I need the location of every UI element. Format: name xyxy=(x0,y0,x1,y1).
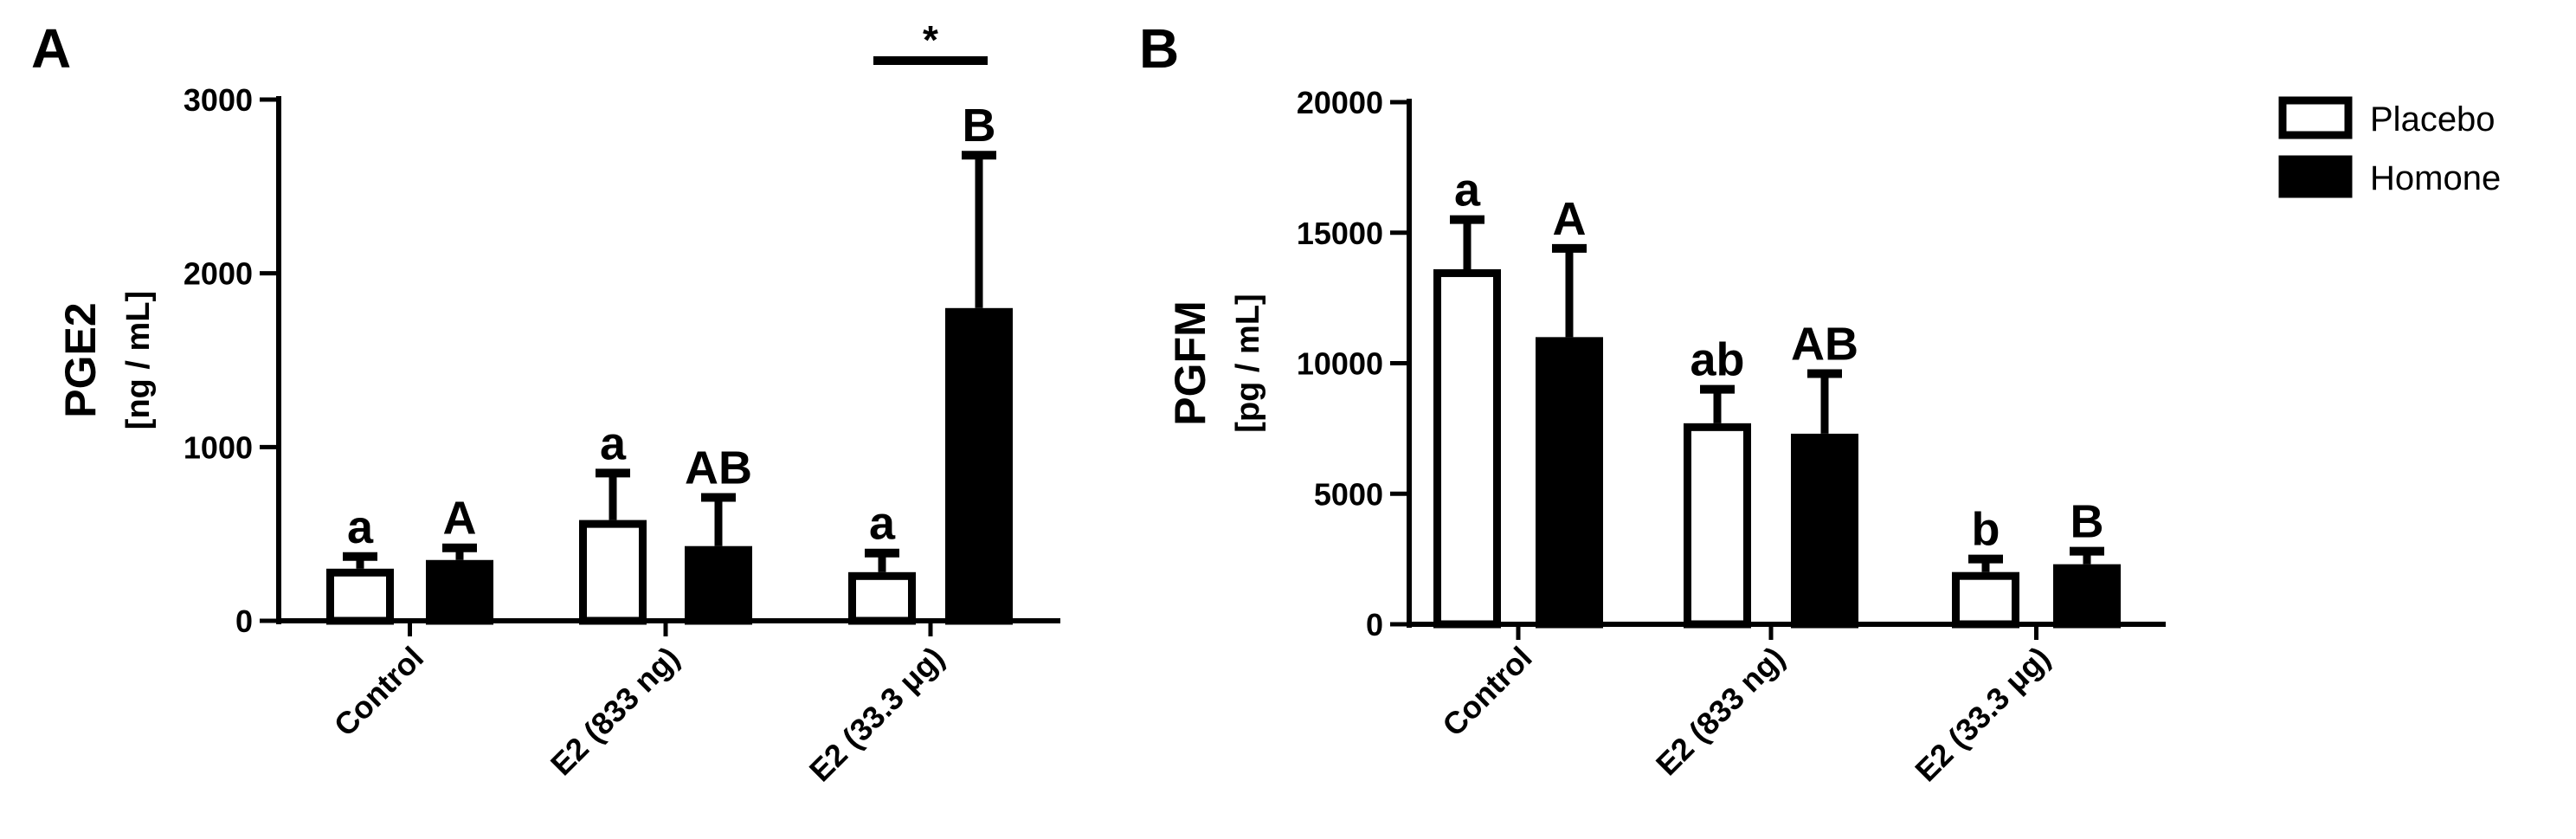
significance-letter: B xyxy=(963,100,996,152)
significance-letter: AB xyxy=(1791,319,1858,371)
legend: Placebo Homone xyxy=(2278,96,2501,198)
bar-placebo xyxy=(1684,423,1751,629)
bar-hormone xyxy=(2053,564,2121,629)
bar-placebo xyxy=(1952,571,2019,629)
bar-hormone xyxy=(685,545,752,625)
legend-swatch-placebo xyxy=(2278,96,2353,139)
category-label: E2 (833 ng) xyxy=(1649,640,1792,783)
category-label: E2 (33.3 μg) xyxy=(1908,640,2057,789)
category-label: Control xyxy=(327,640,430,743)
significance-letter: a xyxy=(600,417,627,469)
panel-a-yunit: [ng / mL] xyxy=(120,291,157,429)
y-tick-label: 15000 xyxy=(1297,216,1383,251)
bar-hormone xyxy=(945,307,1013,625)
panel-b: Ba ab b A AB B 0 5000 10000 15000 20000 PGFM [pg / m… xyxy=(1139,17,2166,789)
y-tick-label: 3000 xyxy=(184,82,253,118)
legend-swatch-hormone xyxy=(2278,155,2353,198)
significance-letter: a xyxy=(347,501,374,553)
significance-letter: a xyxy=(869,498,896,550)
y-tick-label: 0 xyxy=(1366,607,1383,642)
y-tick-label: 2000 xyxy=(184,256,253,292)
significance-letter: AB xyxy=(685,442,752,494)
significance-letter: ab xyxy=(1690,334,1744,386)
panel-a: Aa a a A AB B * 0 1000 2000 3000 PGE2 [ng / mL] Contr… xyxy=(31,17,1060,789)
significance-letter: a xyxy=(1454,165,1481,216)
y-tick-label: 10000 xyxy=(1297,346,1383,382)
y-tick-label: 1000 xyxy=(184,429,253,465)
panel-b-yunit: [pg / mL] xyxy=(1230,294,1266,432)
panel-a-letter: A xyxy=(31,17,71,80)
bar-hormone xyxy=(1536,337,1603,629)
category-label: E2 (833 ng) xyxy=(544,640,686,783)
category-label: Control xyxy=(1435,640,1538,743)
bar-hormone xyxy=(426,559,493,625)
significance-letter: B xyxy=(2070,496,2104,548)
legend-label-placebo: Placebo xyxy=(2370,100,2496,139)
panel-b-ylabel: PGFM xyxy=(1166,300,1214,425)
category-label: E2 (33.3 μg) xyxy=(802,640,951,789)
bar-placebo xyxy=(326,568,394,625)
significance-letter: A xyxy=(1553,193,1587,245)
bar-placebo xyxy=(1433,268,1501,629)
significance-letter: A xyxy=(443,493,477,545)
bar-hormone xyxy=(1791,433,1858,629)
significance-star: * xyxy=(923,17,938,62)
panel-b-letter: B xyxy=(1139,17,1179,80)
panel-a-ylabel: PGE2 xyxy=(56,302,105,417)
significance-letter: b xyxy=(1972,504,2000,556)
y-tick-label: 5000 xyxy=(1314,476,1383,512)
y-tick-label: 0 xyxy=(235,603,253,639)
bar-placebo xyxy=(848,571,916,625)
bar-placebo xyxy=(579,520,647,625)
y-tick-label: 20000 xyxy=(1297,85,1383,120)
legend-label-hormone: Homone xyxy=(2370,159,2501,197)
